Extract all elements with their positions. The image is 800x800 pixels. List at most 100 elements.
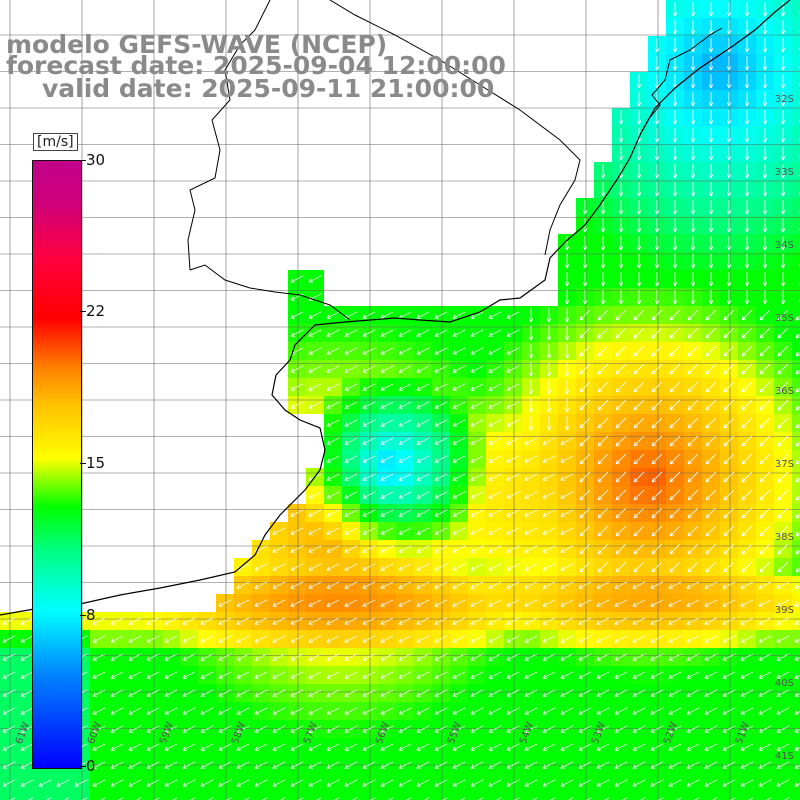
wind-arrow: [416, 563, 430, 571]
wind-arrow: [92, 689, 106, 697]
wind-arrow: [596, 671, 610, 679]
wind-arrow: [687, 507, 699, 519]
wind-arrow: [524, 527, 538, 535]
wind-arrow: [744, 146, 750, 161]
wind-arrow: [254, 707, 268, 715]
wind-arrow: [780, 2, 786, 17]
wind-arrow: [316, 797, 322, 800]
wind-arrow: [344, 617, 358, 625]
wind-arrow: [614, 689, 628, 697]
wind-arrow: [546, 344, 552, 359]
wind-arrow: [506, 653, 520, 661]
wind-arrow: [633, 489, 645, 501]
wind-arrow: [344, 599, 358, 607]
wind-arrow: [564, 362, 570, 377]
wind-arrow: [424, 797, 430, 800]
wind-arrow: [550, 797, 556, 800]
wind-arrow: [597, 345, 609, 357]
wind-arrow: [434, 347, 448, 355]
wind-arrow: [326, 671, 340, 679]
wind-arrow: [740, 707, 754, 715]
wind-cell: [792, 774, 800, 792]
wind-arrow: [128, 725, 142, 733]
wind-arrow: [380, 401, 394, 409]
wind-arrow: [20, 617, 34, 625]
wind-cell: [288, 792, 306, 800]
wind-arrow: [524, 599, 538, 607]
wind-arrow: [146, 707, 160, 715]
wind-arrow: [434, 329, 448, 337]
wind-arrow: [776, 671, 790, 679]
wind-arrow: [506, 707, 520, 715]
wind-arrow: [651, 345, 663, 357]
wind-arrow: [614, 743, 628, 751]
wind-arrow: [326, 707, 340, 715]
wind-arrow: [236, 689, 250, 697]
wind-arrow: [470, 311, 484, 319]
wind-arrow: [614, 581, 628, 589]
wind-cell: [792, 792, 800, 800]
wind-arrow: [182, 635, 196, 643]
wind-arrow: [740, 617, 754, 625]
wind-cell: [792, 486, 800, 504]
wind-arrow: [597, 489, 609, 501]
wind-arrow: [546, 380, 552, 395]
wind-arrow: [128, 689, 142, 697]
wind-arrow: [596, 761, 610, 769]
wind-arrow: [362, 527, 376, 535]
wind-arrow: [726, 74, 732, 89]
wind-arrow: [798, 120, 800, 124]
wind-arrow: [362, 491, 376, 499]
wind-arrow: [506, 527, 520, 535]
wind-arrow: [686, 635, 700, 643]
wind-arrow: [452, 617, 466, 625]
wind-arrow: [776, 779, 790, 787]
wind-arrow: [726, 164, 732, 179]
wind-arrow: [398, 707, 412, 715]
wind-arrow: [633, 471, 645, 483]
wind-arrow: [272, 599, 286, 607]
wind-arrow: [794, 584, 800, 589]
wind-arrow: [254, 671, 268, 679]
lat-label: 39S: [774, 605, 794, 616]
wind-arrow: [744, 164, 750, 179]
wind-arrow: [672, 182, 678, 197]
wind-arrow: [28, 797, 34, 800]
wind-arrow: [380, 329, 394, 337]
wind-arrow: [434, 707, 448, 715]
wind-arrow: [308, 401, 322, 409]
wind-arrow: [632, 779, 646, 787]
wind-arrow: [470, 725, 484, 733]
wind-arrow: [344, 509, 358, 517]
wind-arrow: [758, 725, 772, 733]
wind-arrow: [687, 525, 699, 537]
wind-cell: [774, 792, 792, 800]
wind-arrow: [470, 563, 484, 571]
wind-arrow: [578, 743, 592, 751]
title-forecast-date: forecast date: 2025-09-04 12:00:00: [6, 51, 506, 80]
wind-arrow: [362, 437, 376, 445]
colorbar-tick-mark: [80, 463, 86, 464]
wind-arrow: [704, 671, 718, 679]
wind-arrow: [416, 347, 430, 355]
wind-arrow: [524, 491, 538, 499]
wind-arrow: [326, 563, 340, 571]
wind-arrow: [600, 254, 606, 269]
wind-arrow: [470, 527, 484, 535]
wind-arrow: [362, 509, 376, 517]
wind-arrow: [669, 507, 681, 519]
wind-arrow: [362, 329, 376, 337]
wind-arrow: [780, 236, 786, 251]
wind-arrow: [776, 617, 790, 625]
wind-cell: [486, 792, 504, 800]
wind-arrow: [416, 779, 430, 787]
wind-arrow: [2, 617, 16, 625]
wind-arrow: [723, 399, 735, 411]
wind-arrow: [470, 437, 484, 445]
wind-arrow: [146, 653, 160, 661]
wind-arrow: [636, 164, 642, 179]
wind-arrow: [579, 363, 591, 375]
wind-arrow: [218, 671, 232, 679]
wind-cell: [630, 792, 648, 800]
wind-cell: [792, 666, 800, 684]
